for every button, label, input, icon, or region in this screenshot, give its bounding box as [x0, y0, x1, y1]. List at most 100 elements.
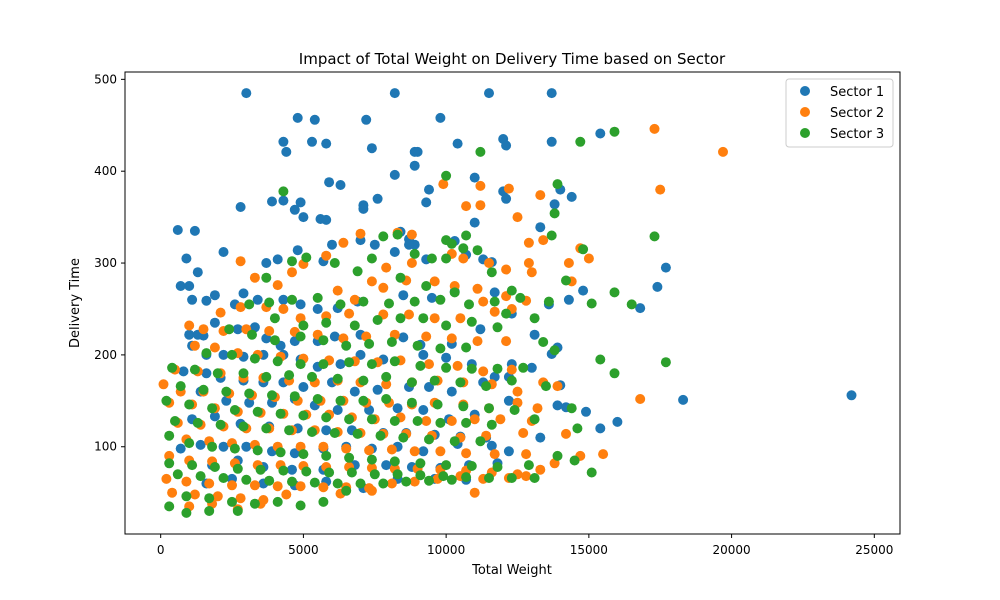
data-point-sector-1 [566, 191, 577, 202]
data-point-sector-3 [626, 299, 637, 310]
y-tick-label-300: 300 [94, 256, 117, 270]
data-point-sector-3 [366, 253, 377, 264]
data-point-sector-1 [195, 439, 206, 450]
data-point-sector-1 [546, 88, 557, 99]
data-point-sector-3 [295, 359, 306, 370]
data-point-sector-3 [255, 464, 266, 475]
data-point-sector-3 [506, 473, 517, 483]
data-point-sector-2 [489, 449, 500, 460]
data-point-sector-3 [389, 416, 400, 426]
x-axis-label: Total Weight [471, 563, 552, 578]
x-tick-label-15000: 15000 [570, 543, 608, 557]
data-point-sector-1 [335, 359, 346, 370]
data-point-sector-3 [523, 460, 534, 471]
data-point-sector-3 [395, 313, 406, 324]
data-point-sector-1 [218, 247, 229, 257]
data-point-sector-3 [358, 395, 369, 406]
data-point-sector-3 [441, 320, 452, 331]
data-point-sector-3 [660, 357, 671, 368]
data-point-sector-3 [229, 405, 240, 415]
data-point-sector-2 [438, 179, 449, 190]
data-point-sector-3 [578, 244, 589, 255]
data-point-sector-1 [369, 239, 380, 250]
data-point-sector-3 [586, 298, 597, 309]
data-point-sector-1 [678, 394, 689, 405]
data-point-sector-2 [204, 478, 215, 489]
data-point-sector-3 [261, 423, 272, 434]
data-point-sector-2 [332, 285, 343, 296]
data-point-sector-3 [184, 438, 195, 449]
data-point-sector-3 [298, 449, 309, 460]
data-point-sector-3 [318, 359, 329, 370]
data-point-sector-1 [389, 169, 400, 180]
x-tick-label-25000: 25000 [855, 543, 893, 557]
x-tick-label-0: 0 [157, 543, 165, 557]
data-point-sector-2 [535, 464, 546, 475]
data-point-sector-2 [455, 313, 466, 324]
data-point-sector-2 [521, 449, 532, 460]
data-point-sector-2 [381, 379, 392, 390]
chart-title: Impact of Total Weight on Delivery Time … [299, 50, 726, 68]
data-point-sector-3 [435, 343, 446, 354]
data-point-sector-2 [281, 489, 292, 500]
data-point-sector-1 [292, 245, 303, 256]
data-point-sector-1 [309, 114, 320, 125]
data-point-sector-1 [358, 203, 369, 214]
data-point-sector-1 [189, 225, 200, 236]
data-point-sector-3 [164, 501, 175, 512]
data-point-sector-1 [349, 386, 360, 397]
data-point-sector-3 [415, 360, 426, 371]
data-point-sector-3 [415, 470, 426, 481]
data-point-sector-3 [181, 491, 192, 502]
data-point-sector-1 [361, 114, 372, 125]
data-point-sector-1 [218, 441, 229, 452]
data-point-sector-3 [244, 388, 255, 399]
data-point-sector-2 [475, 180, 486, 191]
data-point-sector-3 [209, 462, 220, 472]
data-point-sector-3 [426, 253, 437, 264]
data-point-sector-3 [366, 359, 377, 370]
data-point-sector-1 [475, 324, 486, 335]
x-tick-label-10000: 10000 [427, 543, 465, 557]
data-point-sector-1 [546, 136, 557, 147]
data-point-sector-3 [249, 498, 260, 509]
data-point-sector-3 [543, 296, 554, 307]
data-point-sector-3 [395, 272, 406, 283]
data-point-sector-2 [469, 487, 480, 498]
data-point-sector-3 [161, 395, 172, 406]
data-point-sector-3 [518, 362, 529, 373]
data-point-sector-1 [321, 138, 332, 149]
data-point-sector-3 [201, 348, 212, 359]
data-point-sector-3 [529, 414, 540, 425]
data-point-sector-2 [287, 267, 297, 278]
data-point-sector-1 [335, 180, 346, 190]
data-point-sector-3 [569, 455, 580, 466]
data-point-sector-1 [329, 331, 340, 342]
data-point-sector-3 [295, 331, 306, 342]
data-point-sector-1 [581, 406, 591, 417]
data-point-sector-3 [287, 476, 297, 487]
data-point-sector-2 [272, 280, 283, 291]
data-point-sector-1 [486, 440, 497, 451]
data-point-sector-3 [278, 186, 289, 197]
data-point-sector-1 [292, 112, 303, 123]
data-point-sector-1 [184, 281, 195, 291]
data-point-sector-3 [344, 414, 355, 425]
data-point-sector-3 [384, 298, 394, 309]
data-point-sector-2 [461, 201, 472, 212]
data-point-sector-1 [526, 362, 537, 373]
data-point-sector-3 [552, 179, 563, 190]
data-point-sector-2 [341, 443, 352, 454]
data-point-sector-2 [278, 304, 289, 314]
data-point-sector-3 [466, 316, 477, 327]
data-point-sector-2 [446, 333, 457, 344]
data-point-sector-3 [409, 248, 420, 259]
data-point-sector-1 [549, 199, 560, 210]
data-point-sector-1 [241, 441, 252, 452]
data-point-sector-1 [489, 287, 500, 298]
data-point-sector-3 [241, 474, 252, 485]
data-point-sector-3 [464, 299, 474, 310]
data-point-sector-3 [506, 285, 517, 296]
data-point-sector-1 [612, 416, 623, 427]
